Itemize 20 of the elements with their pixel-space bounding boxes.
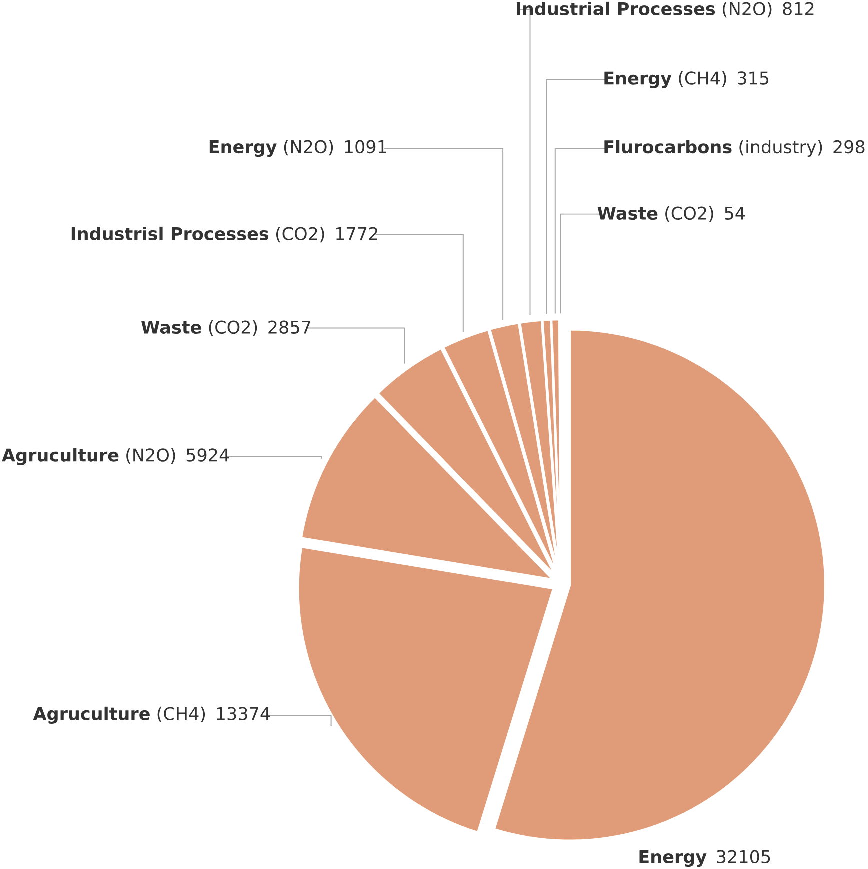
data-label: 5924 (187, 448, 230, 462)
data-label: 32105 (717, 850, 770, 864)
slice-label: Flurocarbons (industry) (604, 140, 822, 158)
slice-label: Energy (640, 850, 707, 868)
slice-label: Energy (N2O) (210, 140, 334, 158)
slice-label: Waste (CO2) (598, 206, 714, 222)
slice-label: Agruculture (N2O) (2, 448, 176, 466)
slice-label: Agruculture (CH4) (33, 706, 206, 724)
data-label: 298 (834, 140, 865, 154)
data-label: 2857 (268, 320, 311, 334)
data-label: 315 (738, 72, 769, 85)
slice-label: Energy (CH4) (604, 71, 726, 88)
data-label: 1772 (336, 227, 378, 240)
slice-label: Industrial Processes (N2O) (517, 2, 772, 18)
slice-label: Industrisl Processes (CO2) (72, 226, 324, 243)
data-label: 13374 (217, 707, 270, 720)
data-label: 1091 (345, 140, 386, 154)
data-label: 54 (725, 207, 746, 220)
data-label: 812 (783, 2, 814, 16)
slice-label: Waste (CO2) (142, 320, 258, 336)
